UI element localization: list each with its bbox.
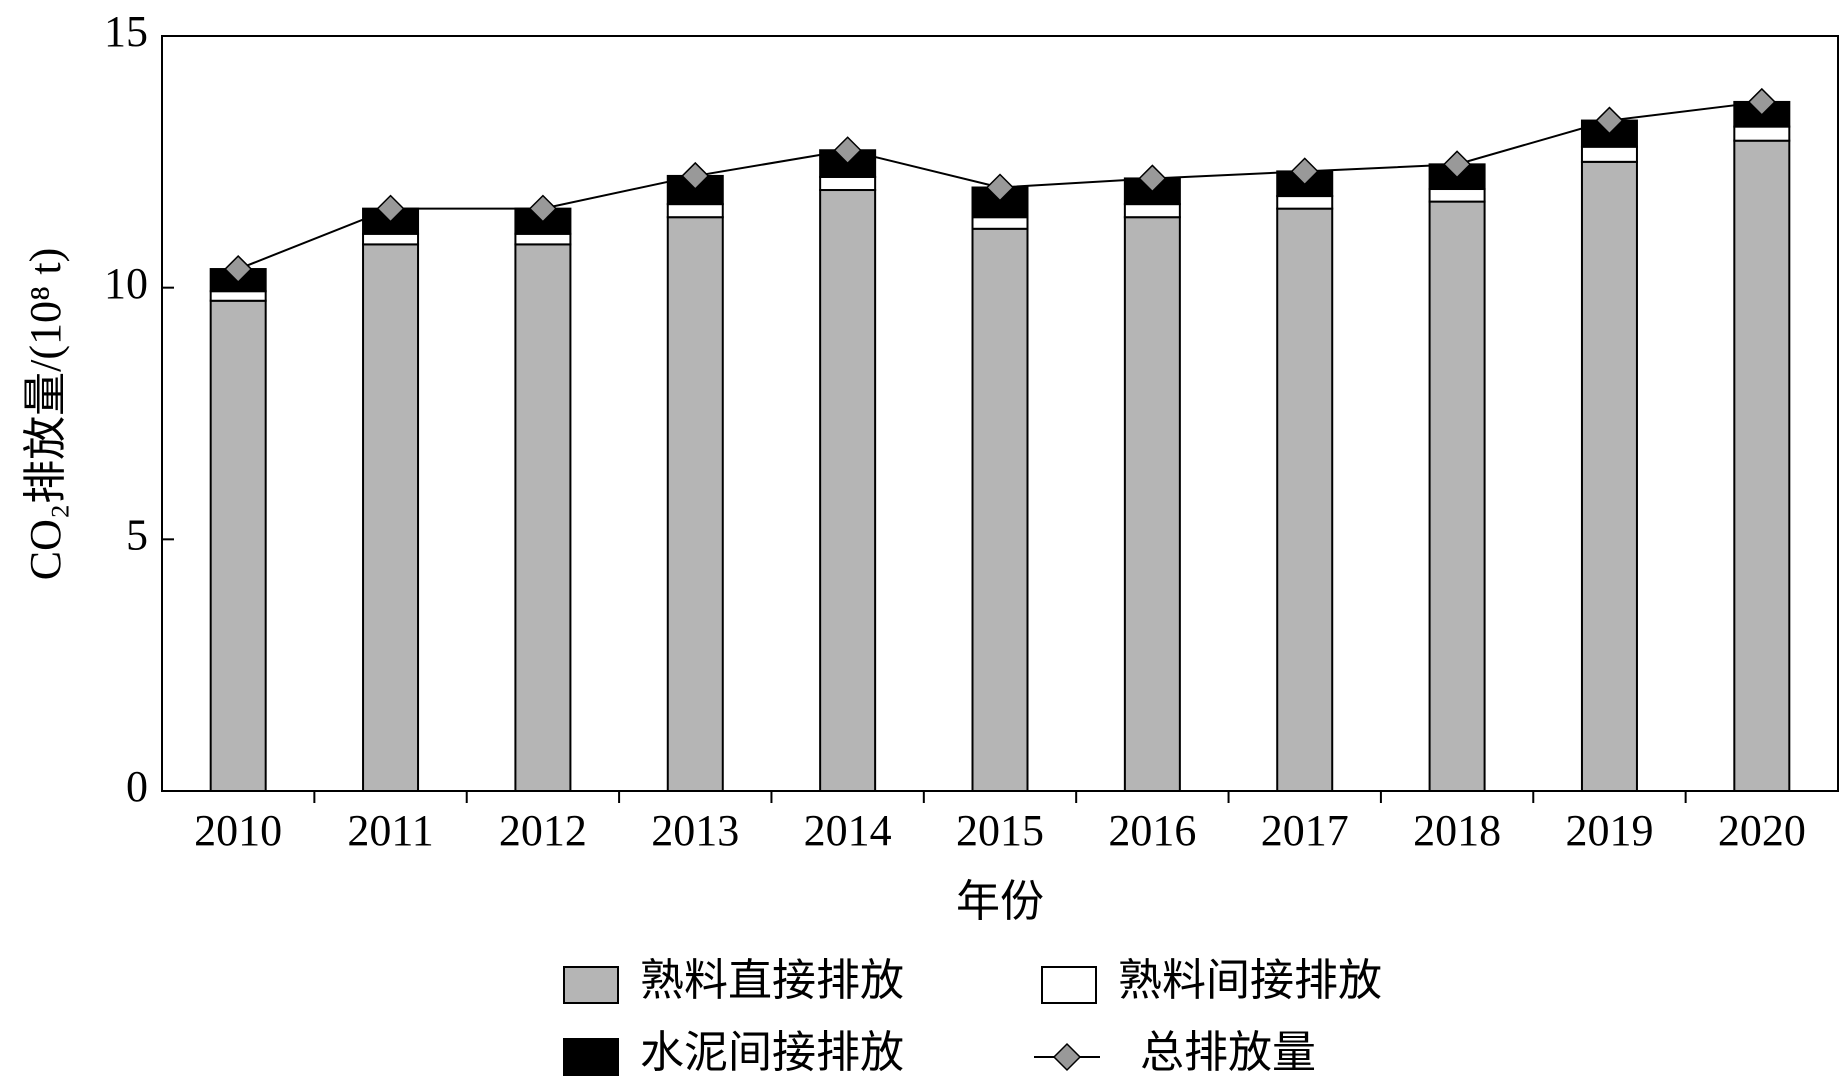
- x-tick-label: 2012: [499, 806, 587, 855]
- legend-swatch: [563, 966, 619, 1004]
- total-marker: [528, 194, 557, 223]
- total-marker: [1443, 150, 1472, 179]
- legend-swatch: [563, 1038, 619, 1076]
- total-marker: [1747, 87, 1776, 116]
- bar: [1276, 207, 1334, 793]
- total-marker: [1138, 164, 1167, 193]
- x-tick-label: 2017: [1261, 806, 1349, 855]
- y-tick-label: 15: [104, 7, 148, 56]
- legend-marker: [1052, 1042, 1082, 1072]
- bar: [1123, 203, 1181, 219]
- y-axis-title: CO₂排放量/(10⁸ t): [21, 248, 70, 581]
- total-marker: [224, 254, 253, 284]
- bar: [971, 227, 1029, 792]
- total-marker: [681, 161, 710, 190]
- x-tick-label: 2019: [1565, 806, 1653, 855]
- x-tick-label: 2013: [651, 806, 739, 855]
- x-axis-title: 年份: [956, 877, 1044, 926]
- total-marker: [1595, 106, 1624, 135]
- bar: [971, 216, 1029, 230]
- legend-swatch: [1041, 966, 1097, 1004]
- bar: [514, 243, 572, 792]
- bar: [1428, 200, 1486, 792]
- x-tick-label: 2014: [804, 806, 892, 855]
- bar: [1580, 160, 1638, 793]
- bar: [1733, 139, 1791, 792]
- bar: [819, 175, 877, 192]
- x-tick-label: 2018: [1413, 806, 1501, 855]
- bar: [1276, 195, 1334, 210]
- bar: [666, 216, 724, 792]
- legend-label: 熟料直接排放: [640, 956, 904, 1005]
- x-tick-label: 2020: [1718, 806, 1806, 855]
- y-tick-label: 5: [126, 510, 148, 559]
- bar: [666, 203, 724, 219]
- bar: [514, 232, 572, 246]
- x-tick-label: 2011: [347, 806, 433, 855]
- legend-label: 水泥间接排放: [640, 1028, 904, 1077]
- bar: [1580, 145, 1638, 163]
- total-marker: [376, 194, 405, 223]
- legend-label: 总排放量: [1140, 1028, 1316, 1077]
- y-tick-label: 0: [126, 762, 148, 811]
- total-marker: [985, 173, 1015, 202]
- total-marker: [1290, 157, 1319, 186]
- bar: [362, 243, 420, 792]
- x-tick-label: 2015: [956, 806, 1044, 855]
- bar: [1733, 125, 1791, 142]
- y-tick-label: 10: [104, 259, 148, 308]
- bar: [209, 290, 267, 302]
- bar: [1123, 216, 1181, 792]
- x-tick-label: 2016: [1108, 806, 1196, 855]
- bar: [362, 232, 420, 246]
- bar: [819, 189, 877, 792]
- bar: [1428, 188, 1486, 203]
- x-tick-label: 2010: [194, 806, 282, 855]
- legend-label: 熟料间接排放: [1118, 956, 1382, 1005]
- bar: [209, 299, 267, 792]
- total-marker: [833, 136, 862, 165]
